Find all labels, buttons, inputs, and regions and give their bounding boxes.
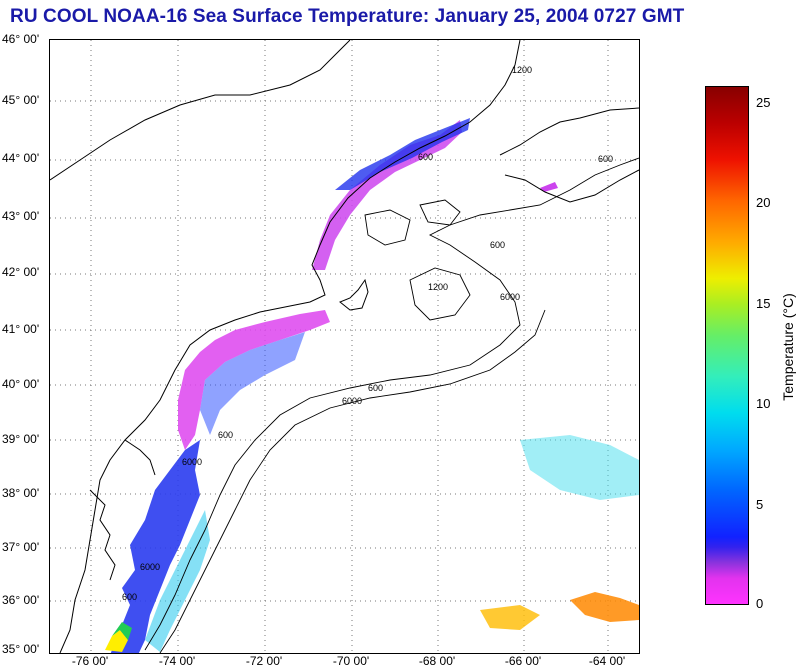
contour-label: 6000 [342,396,362,406]
lon-label: -72 00' [245,654,283,668]
lat-label: 36° 00' [2,593,40,607]
lon-label: -76 00' [71,654,109,668]
lat-label: 42° 00' [2,265,40,279]
coastline-us-east [50,40,351,181]
lat-label: 43° 00' [2,209,40,223]
sst-patch-midatlantic-blue [200,332,305,435]
coastline-nova-scotia [499,107,639,203]
sst-patch-gulf-maine [312,120,462,270]
contour-1200-georges [409,267,471,321]
sst-patch-coast-south-cyan [145,510,210,652]
contour-label: 6000 [140,562,160,572]
contour-label: 600 [218,430,233,440]
coastlines [50,40,639,653]
coastline-delaware [124,439,156,476]
colorbar-tick: 20 [756,195,771,210]
colorbar-label: Temperature (°C) [780,293,796,401]
sst-patch-hatteras-green [112,622,132,640]
lon-label: -74 00' [158,654,196,668]
lat-label: 44° 00' [2,151,40,165]
sst-data [105,118,639,653]
contour-label: 600 [368,383,383,393]
sst-map: 600 6000 6000 600 6000 600 1200 1200 600… [49,39,640,654]
lon-label: -68 00' [418,654,456,668]
contour-label: 600 [122,592,137,602]
colorbar-tick: 5 [756,497,764,512]
lon-label: -66 00' [504,654,542,668]
coastline-chesapeake [89,489,116,581]
map-title: RU COOL NOAA-16 Sea Surface Temperature:… [10,6,685,27]
contour-label: 1200 [512,65,532,75]
contour-label: 600 [598,154,613,164]
lat-label: 39° 00' [2,432,40,446]
contour-6000 [159,309,546,653]
contour-label: 1200 [428,282,448,292]
sst-patch-midatlantic-magenta [178,310,330,450]
colorbar-tick: 0 [756,596,764,611]
sst-patch-coast-south [110,440,200,653]
sst-patch-offshore-warm-2 [480,605,540,630]
lon-label: -64 00' [588,654,626,668]
lon-label: -70 00' [332,654,370,668]
temperature-colorbar [705,86,749,605]
lat-label: 45° 00' [2,93,40,107]
colorbar-tick: 10 [756,396,771,411]
bathymetry [144,157,639,653]
sst-patch-nova-scotia [540,182,558,192]
sst-patch-offshore-warm-1 [570,592,639,622]
contour-600 [144,157,639,651]
lat-label: 41° 00' [2,322,40,336]
contour-label: 600 [418,152,433,162]
sst-map-canvas: 600 6000 6000 600 6000 600 1200 1200 600… [50,40,639,653]
colorbar-tick: 15 [756,296,771,311]
lat-label: 38° 00' [2,486,40,500]
lat-label: 40° 00' [2,377,40,391]
contour-label: 600 [490,240,505,250]
sst-patch-hatteras [105,630,128,652]
contour-label: 6000 [182,457,202,467]
lat-label: 37° 00' [2,540,40,554]
sst-patch-maine-blue [335,118,470,190]
coastline-main [59,40,521,653]
contour-gulf-maine-basin [364,199,461,246]
sst-patch-offshore-cyan [520,435,639,500]
contour-label: 6000 [500,292,520,302]
colorbar-tick: 25 [756,95,771,110]
coastline-cape-cod [339,278,369,311]
lat-label: 35° 00' [2,642,40,656]
contour-labels: 600 6000 6000 600 6000 600 1200 1200 600… [122,65,613,602]
lat-label: 46° 00' [2,32,40,46]
